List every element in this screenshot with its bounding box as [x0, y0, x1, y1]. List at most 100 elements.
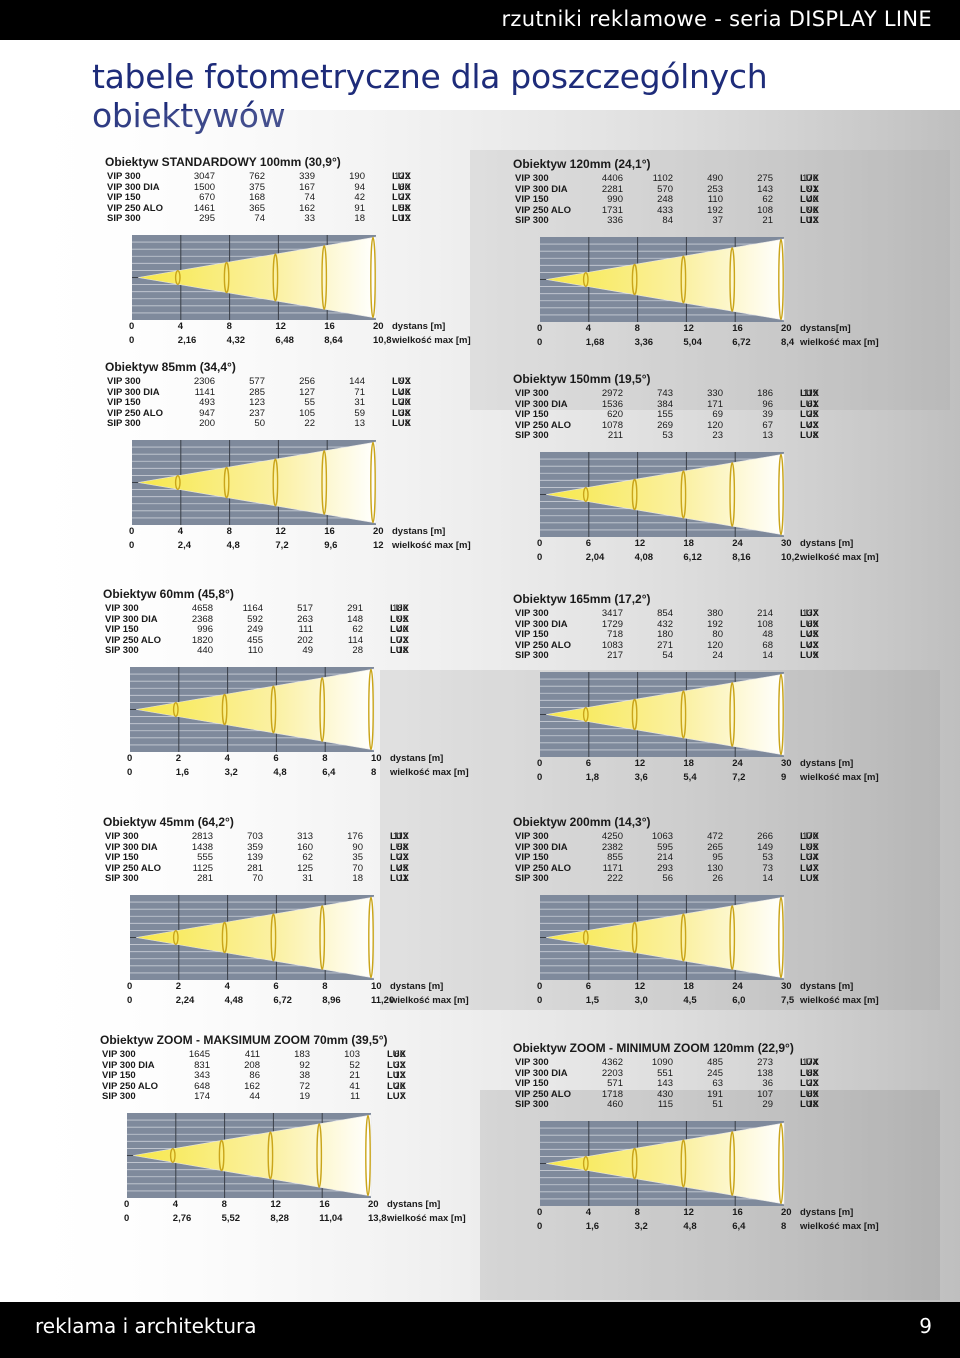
lux-value: 620	[607, 409, 623, 421]
lux-value: 74	[304, 192, 315, 204]
model-name: VIP 300 DIA	[515, 183, 568, 195]
size-tick: 9,6	[324, 540, 338, 551]
lux-value: 55	[304, 397, 315, 409]
beam-cross-section	[582, 272, 589, 287]
lux-value: 108	[757, 204, 773, 216]
lux-value: 91	[354, 202, 365, 214]
beam-cross-section	[270, 913, 277, 962]
distance-tick: 18	[683, 981, 694, 992]
lux-value: 25	[807, 409, 818, 421]
model-name: VIP 300 DIA	[515, 398, 568, 410]
lux-value: 202	[297, 634, 313, 646]
light-beam	[135, 668, 375, 751]
lux-value: 110	[247, 645, 263, 657]
header-bar: rzutniki reklamowe - seria DISPLAY LINE	[0, 0, 960, 40]
beam-diagram	[132, 440, 377, 525]
model-name: VIP 150	[515, 194, 549, 206]
distance-tick: 0	[537, 1207, 543, 1218]
table-row: VIP 300 DIA 1500 375 167 94 60 LUX	[105, 182, 505, 193]
lux-unit: LUX	[800, 873, 819, 885]
distance-tick: 8	[322, 753, 328, 764]
model-name: VIP 250 ALO	[105, 634, 161, 646]
lux-value: 62	[762, 194, 773, 206]
table-row: VIP 300 3047 762 339 190 122 LUX	[105, 171, 505, 182]
table-row: VIP 300 2972 743 330 186 119 LUX	[513, 388, 913, 399]
distance-tick: 30	[781, 538, 792, 549]
table-row: VIP 250 ALO 1083 271 120 68 43 LUX	[513, 640, 913, 651]
lens-title: Obiektyw 200mm (14,3°)	[513, 815, 651, 829]
lens-title: Obiektyw 120mm (24,1°)	[513, 157, 651, 171]
table-row: VIP 300 DIA 1141 285 127 71 46 LUX	[105, 387, 505, 398]
distance-tick: 0	[537, 538, 543, 549]
model-name: VIP 300 DIA	[105, 613, 158, 625]
size-tick: 4,8	[226, 540, 240, 551]
model-name: VIP 150	[102, 1070, 136, 1082]
table-row: VIP 150 571 143 63 36 23 LUX	[513, 1078, 913, 1089]
lux-value: 13	[394, 1070, 405, 1082]
model-name: VIP 250 ALO	[105, 862, 161, 874]
size-tick: 0	[129, 335, 135, 346]
lens-panel: Obiektyw 120mm (24,1°) VIP 300 4406 1102 490…	[513, 157, 913, 367]
lux-value: 138	[757, 1067, 773, 1079]
lens-title: Obiektyw ZOOM - MAKSIMUM ZOOM 70mm (39,5…	[100, 1033, 388, 1047]
model-name: VIP 300	[515, 831, 549, 842]
lux-value: 2306	[193, 376, 215, 387]
footer-bar: reklama i architektura 9	[0, 1302, 960, 1358]
size-tick: 10,8	[373, 335, 392, 346]
model-name: VIP 250 ALO	[515, 1088, 571, 1100]
lux-value: 285	[249, 386, 265, 398]
distance-tick: 8	[226, 526, 232, 537]
distance-axis: 0 4 8 12 16 20 dystans [m]	[100, 1199, 500, 1210]
lux-value: 26	[394, 1080, 405, 1092]
lux-value: 4250	[601, 831, 623, 842]
lux-value: 1164	[242, 603, 263, 614]
lux-value: 375	[249, 181, 265, 193]
lux-unit: LUX	[800, 1067, 819, 1079]
table-row: VIP 150 855 214 95 53 34 LUX	[513, 852, 913, 863]
table-row: VIP 150 620 155 69 39 25 LUX	[513, 409, 913, 420]
lux-value: 2813	[191, 831, 213, 842]
lux-unit: LUX	[390, 645, 409, 657]
lux-unit: LUX	[800, 1099, 819, 1111]
distance-tick: 2	[175, 753, 182, 764]
size-tick: 11,20	[371, 995, 395, 1006]
size-tick: 9	[781, 772, 787, 783]
lux-value: 192	[707, 618, 723, 630]
beam-cross-section	[631, 478, 638, 511]
lux-unit: LUX	[800, 852, 819, 864]
lux-value: 71	[354, 386, 365, 398]
lux-value: 20	[399, 397, 410, 409]
lux-value: 21	[762, 215, 773, 227]
lens-title: Obiektyw STANDARDOWY 100mm (30,9°)	[105, 155, 341, 169]
beam-diagram	[130, 895, 375, 980]
table-row: VIP 250 ALO 1820 455 202 114 73 LUX	[103, 635, 503, 646]
size-axis: 0 2,16 4,32 6,48 8,64 10,8 wielkość max [m]	[105, 335, 505, 346]
size-tick: 4,32	[226, 335, 246, 346]
distance-label: dystans[m]	[800, 323, 851, 334]
model-name: SIP 300	[515, 650, 549, 662]
lux-value: 2368	[191, 613, 213, 625]
model-name: SIP 300	[515, 430, 549, 442]
lux-value: 293	[657, 862, 673, 874]
lux-value: 577	[249, 376, 265, 387]
lux-value: 51	[712, 1099, 723, 1111]
distance-tick: 0	[127, 753, 133, 764]
table-row: VIP 300 4406 1102 490 275 176 LUX	[513, 173, 913, 184]
light-beam	[132, 1114, 372, 1197]
distance-axis: 0 4 8 12 16 20 dystans[m]	[513, 323, 913, 334]
lux-unit: LUX	[390, 603, 409, 614]
size-tick: 5,4	[683, 772, 697, 783]
size-label: wielkość max [m]	[800, 552, 879, 563]
lux-value: 94	[354, 181, 365, 193]
lux-value: 45	[807, 629, 818, 641]
model-name: VIP 300	[515, 388, 549, 399]
beam-cross-section	[169, 1148, 176, 1163]
lux-value: 490	[707, 173, 723, 184]
lux-value: 18	[354, 213, 365, 225]
lux-value: 1718	[601, 1088, 623, 1100]
beam-cross-section	[582, 707, 589, 722]
light-beam	[545, 896, 785, 979]
table-row: SIP 300 460 115 51 29 18 LUX	[513, 1099, 913, 1110]
lux-value: 22	[304, 418, 315, 430]
lux-unit: LUX	[800, 409, 819, 421]
